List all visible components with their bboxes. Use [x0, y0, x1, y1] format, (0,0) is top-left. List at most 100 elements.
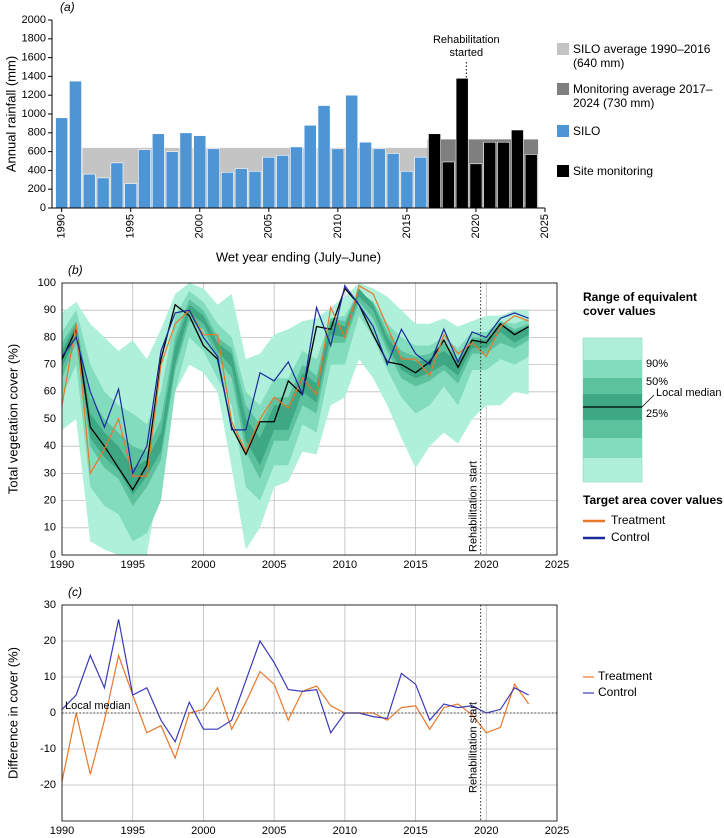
x-tick-label: 2020 [474, 559, 498, 571]
bar [483, 141, 497, 209]
bar [138, 149, 151, 209]
y-tick-label: 1600 [22, 52, 46, 64]
bar [124, 183, 138, 209]
y-axis-title: Annual rainfall (mm) [3, 56, 18, 172]
bar [262, 156, 276, 209]
x-tick-label: 2025 [539, 214, 551, 238]
x-tick-label: 2005 [262, 825, 286, 837]
legend-label: Site monitoring [573, 164, 654, 178]
legend-band-label: 25% [646, 408, 668, 420]
bar [69, 80, 82, 209]
bar [303, 124, 317, 209]
y-tick-label: 1400 [22, 70, 46, 82]
y-tick-label: 30 [44, 599, 56, 611]
y-tick-label: 70 [44, 359, 56, 371]
annotation-text: Rehabilitation start [468, 702, 480, 793]
bar [151, 133, 165, 209]
panel-label: (a) [60, 0, 75, 14]
x-tick-label: 1990 [50, 559, 74, 571]
y-tick-label: -10 [40, 743, 56, 755]
x-tick-label: 2005 [263, 214, 275, 238]
bar [55, 117, 69, 209]
y-tick-label: 400 [28, 164, 46, 176]
y-tick-label: 0 [40, 202, 46, 214]
y-tick-label: 50 [44, 413, 56, 425]
legend-label: Treatment [611, 513, 666, 527]
x-tick-label: 2020 [474, 825, 498, 837]
y-tick-label: 10 [44, 671, 56, 683]
series-line [61, 653, 530, 782]
x-tick-label: 2025 [545, 825, 569, 837]
bar [234, 168, 248, 209]
x-tick-label: 1995 [125, 214, 137, 238]
bar [221, 171, 234, 209]
legend-band-label: 90% [646, 358, 668, 370]
series-line [61, 619, 529, 744]
legend-label: SILO average 1990–2016 (640 mm) [573, 42, 711, 70]
y-axis-title: Total vegetation cover (%) [5, 344, 20, 494]
plot-frame [61, 282, 558, 556]
bar [414, 156, 428, 209]
y-tick-label: 90 [44, 304, 56, 316]
plot-frame [61, 604, 558, 822]
legend-swatch [557, 43, 569, 55]
bar [248, 171, 262, 209]
x-tick-label: 2000 [191, 559, 215, 571]
bar [524, 154, 538, 209]
bar [400, 171, 414, 209]
y-tick-label: 10 [44, 522, 56, 534]
legend-swatch [557, 125, 569, 137]
x-tick-label: 2000 [191, 825, 215, 837]
legend-pointer [641, 394, 655, 408]
panel-label: (b) [68, 263, 83, 277]
x-tick-label: 2000 [194, 214, 206, 238]
x-tick-label: 2015 [401, 214, 413, 238]
x-tick-label: 2015 [403, 559, 427, 571]
bar [345, 94, 359, 209]
y-tick-label: 80 [44, 331, 56, 343]
bar [193, 135, 207, 209]
y-tick-label: 100 [38, 277, 56, 289]
x-tick-label: 2015 [403, 825, 427, 837]
bar [290, 146, 303, 209]
y-tick-label: 600 [28, 146, 46, 158]
bar [276, 155, 289, 209]
legend-label: Monitoring average 2017–2024 (730 mm) [573, 82, 713, 110]
y-tick-label: 30 [44, 467, 56, 479]
reference-label: Local median [65, 700, 130, 712]
median-line [61, 287, 530, 491]
bar [179, 132, 193, 209]
legend-swatch [557, 165, 569, 177]
bar [207, 148, 220, 209]
y-axis-title: Difference in cover (%) [5, 647, 20, 779]
bar [110, 162, 124, 209]
bar [469, 163, 483, 209]
legend-label: Control [611, 530, 650, 544]
y-tick-label: 0 [50, 707, 56, 719]
legend-label: Treatment [598, 669, 653, 683]
panel-label: (c) [68, 585, 82, 599]
y-tick-label: 20 [44, 635, 56, 647]
x-tick-label: 1990 [50, 825, 74, 837]
legend-title: Target area cover values [583, 493, 723, 507]
bar [331, 148, 345, 209]
x-tick-label: 1995 [120, 825, 144, 837]
legend-swatch [557, 83, 569, 95]
bar [165, 151, 179, 209]
y-tick-label: 20 [44, 495, 56, 507]
x-axis-title: Wet year ending (July–June) [216, 249, 381, 264]
x-tick-label: 2025 [545, 559, 569, 571]
legend-label: SILO [573, 124, 601, 138]
y-tick-label: 1800 [22, 33, 46, 45]
legend-label: Control [598, 685, 637, 699]
annotation-text: Rehabilitation started [432, 34, 500, 59]
y-tick-label: 800 [28, 127, 46, 139]
bar [372, 148, 386, 209]
y-tick-label: 60 [44, 386, 56, 398]
bar [359, 141, 372, 209]
x-tick-label: 1990 [56, 214, 68, 238]
bar [511, 129, 524, 209]
x-tick-label: 2010 [332, 214, 344, 238]
